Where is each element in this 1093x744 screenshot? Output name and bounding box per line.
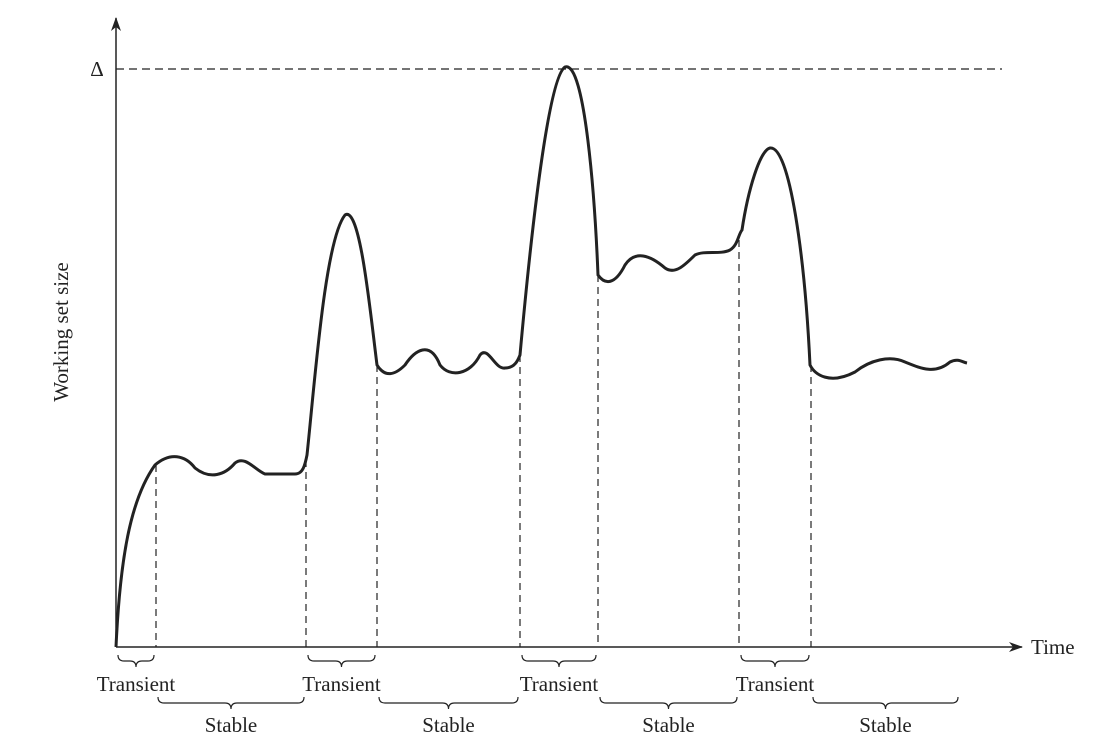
phase-brace xyxy=(307,654,376,668)
phase-label: Transient xyxy=(520,672,599,696)
x-axis-label: Time xyxy=(1031,635,1075,659)
phase-brace xyxy=(117,654,155,668)
phase-brace xyxy=(378,696,519,710)
phase-brace xyxy=(812,696,959,710)
phase-brace xyxy=(599,696,738,710)
delta-label: Δ xyxy=(90,57,104,81)
working-set-curve xyxy=(114,65,968,648)
phase-label: Transient xyxy=(736,672,815,696)
phase-label: Stable xyxy=(859,713,912,737)
phase-label: Stable xyxy=(422,713,475,737)
phase-brace xyxy=(521,654,597,668)
y-axis-label: Working set size xyxy=(49,262,73,401)
phase-brace xyxy=(740,654,810,668)
phase-label: Stable xyxy=(205,713,258,737)
phase-label: Transient xyxy=(302,672,381,696)
phase-labels: Transient Stable Transient Stable Transient S… xyxy=(97,654,959,737)
phase-brace xyxy=(157,696,305,710)
phase-label: Transient xyxy=(97,672,176,696)
phase-boundaries xyxy=(155,240,812,647)
phase-label: Stable xyxy=(642,713,695,737)
